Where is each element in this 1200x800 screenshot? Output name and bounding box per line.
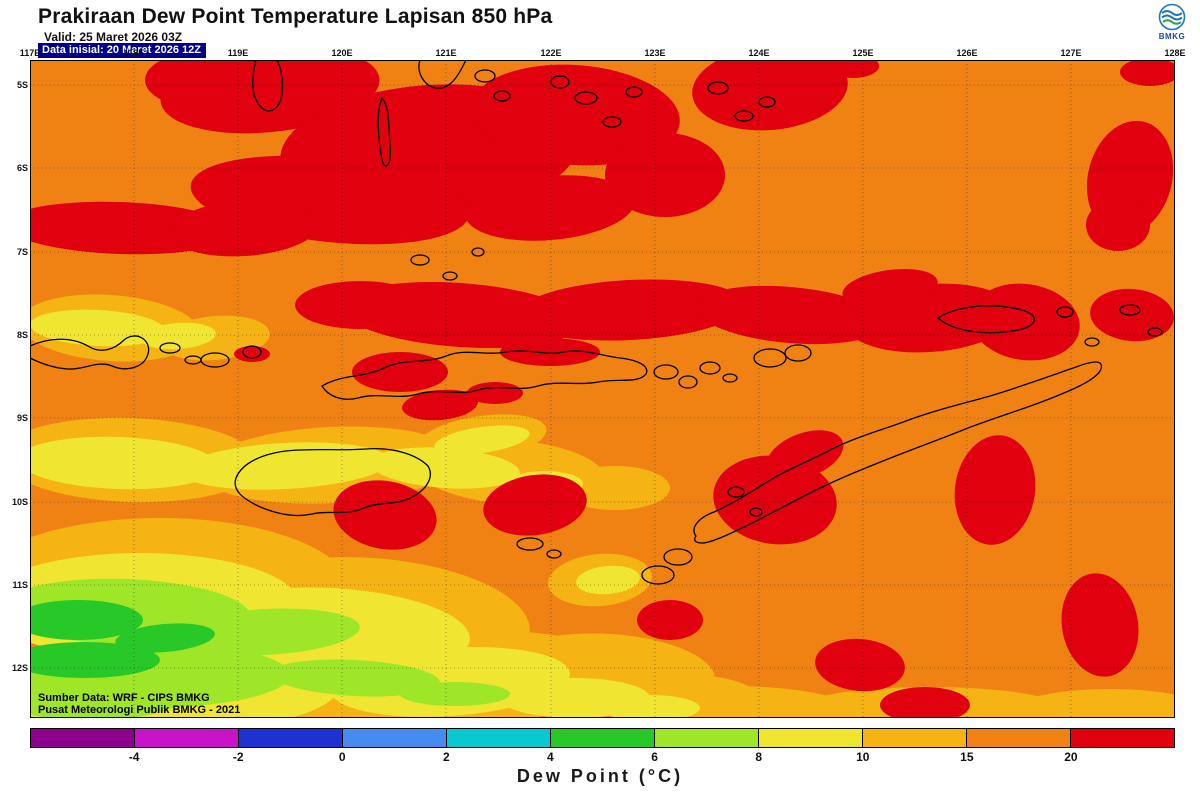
lat-tick: 5S <box>16 80 28 90</box>
colorbar-segment <box>966 729 1070 747</box>
colorbar-segment <box>134 729 238 747</box>
colorbar-tick: 20 <box>1064 750 1078 764</box>
lon-tick: 119E <box>227 48 249 58</box>
lon-tick: 123E <box>644 48 666 58</box>
colorbar-segment <box>550 729 654 747</box>
lon-tick: 127E <box>1060 48 1082 58</box>
colorbar-segment <box>342 729 446 747</box>
colorbar <box>30 728 1175 748</box>
data-source-line2: Pusat Meteorologi Publik BMKG - 2021 <box>38 704 241 716</box>
colorbar-segment <box>238 729 342 747</box>
page-title: Prakiraan Dew Point Temperature Lapisan … <box>38 5 553 28</box>
lat-tick: 11S <box>12 580 28 590</box>
lon-tick: 125E <box>852 48 874 58</box>
data-source-note: Sumber Data: WRF - CIPS BMKG Pusat Meteo… <box>38 692 240 716</box>
bmkg-logo-text: BMKG <box>1158 32 1186 41</box>
lon-tick: 126E <box>956 48 978 58</box>
colorbar-tick: -4 <box>128 750 140 764</box>
lat-tick: 9S <box>16 413 28 423</box>
bmkg-logo-icon <box>1158 3 1186 31</box>
colorbar-tick: 10 <box>856 750 870 764</box>
colorbar-segment <box>31 729 134 747</box>
lon-tick: 124E <box>748 48 770 58</box>
coastlines <box>30 60 1163 585</box>
dewpoint-fill-red-layer <box>30 60 1175 718</box>
map-canvas: Sumber Data: WRF - CIPS BMKG Pusat Meteo… <box>30 60 1175 718</box>
map-graphic <box>30 60 1175 718</box>
colorbar-segment <box>862 729 966 747</box>
graticule <box>30 60 1175 718</box>
colorbar-label: Dew Point (°C) <box>516 766 684 786</box>
lon-tick: 128E <box>1164 48 1186 58</box>
lat-tick: 12S <box>11 663 28 673</box>
colorbar-tick: 4 <box>547 750 554 764</box>
colorbar-tick: 0 <box>338 750 346 764</box>
colorbar-tick: 8 <box>755 750 763 764</box>
bmkg-logo: BMKG <box>1152 3 1192 41</box>
colorbar-segment <box>1070 729 1174 747</box>
lat-tick: 8S <box>16 330 28 340</box>
lon-tick: 117E <box>19 48 41 58</box>
colorbar-tick: 2 <box>442 750 450 764</box>
data-source-line1: Sumber Data: WRF - CIPS BMKG <box>38 692 210 704</box>
colorbar-tick: -2 <box>232 750 244 764</box>
lat-tick: 10S <box>11 497 28 507</box>
colorbar-segment <box>654 729 758 747</box>
lat-tick: 6S <box>16 163 28 173</box>
lon-tick: 121E <box>435 48 457 58</box>
colorbar-ticks: -4 -2 0 2 4 6 8 10 15 20 <box>30 750 1175 764</box>
valid-time-label: Valid: 25 Maret 2026 03Z <box>44 30 183 44</box>
lon-tick: 118E <box>123 48 145 58</box>
lon-tick: 120E <box>331 48 353 58</box>
colorbar-tick: 15 <box>960 750 974 764</box>
dewpoint-fill-green-layer <box>30 600 215 678</box>
colorbar-tick: 6 <box>651 750 658 764</box>
colorbar-segment <box>758 729 862 747</box>
lat-tick: 7S <box>16 247 28 257</box>
colorbar-segment <box>446 729 550 747</box>
init-time-label: Data inisial: 20 Maret 2026 12Z <box>38 43 206 58</box>
map-frame <box>30 60 1175 718</box>
lon-tick: 122E <box>540 48 562 58</box>
